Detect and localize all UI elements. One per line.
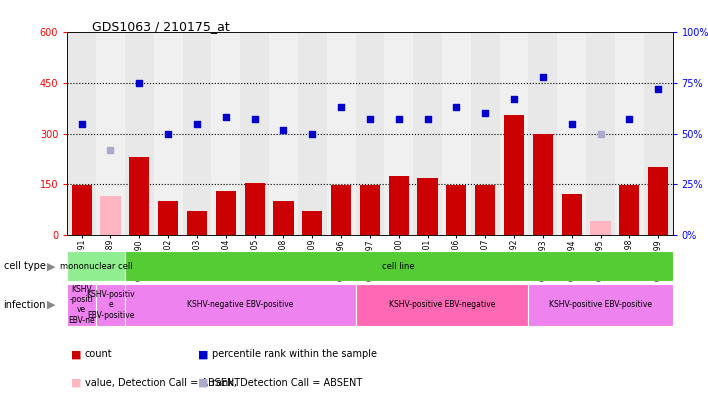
Bar [158, 201, 178, 235]
Point [653, 86, 664, 92]
Bar [269, 32, 298, 235]
Text: cell line: cell line [382, 262, 415, 271]
Point [364, 116, 375, 123]
Text: GDS1063 / 210175_at: GDS1063 / 210175_at [92, 20, 230, 33]
Bar [528, 32, 557, 235]
Bar [67, 32, 96, 235]
Bar [244, 183, 265, 235]
Bar [96, 284, 125, 326]
Bar [413, 32, 442, 235]
Bar [557, 32, 586, 235]
Text: KSHV-positive EBV-positive: KSHV-positive EBV-positive [549, 300, 652, 309]
Bar [561, 194, 582, 235]
Text: percentile rank within the sample: percentile rank within the sample [212, 350, 377, 359]
Bar [504, 115, 524, 235]
Bar [620, 185, 639, 235]
Point [163, 130, 174, 137]
Bar [475, 185, 496, 235]
Bar [360, 185, 380, 235]
Text: ■: ■ [198, 378, 209, 388]
Bar [125, 284, 355, 326]
Bar [446, 185, 467, 235]
Point [307, 130, 318, 137]
Text: ■: ■ [71, 378, 81, 388]
Bar [644, 32, 673, 235]
Bar [67, 251, 125, 281]
Bar [216, 191, 236, 235]
Text: KSHV-positiv
e
EBV-positive: KSHV-positiv e EBV-positive [86, 290, 135, 320]
Point [422, 116, 433, 123]
Bar [96, 32, 125, 235]
Text: KSHV-negative EBV-positive: KSHV-negative EBV-positive [187, 300, 293, 309]
Bar [154, 32, 183, 235]
Bar [648, 167, 668, 235]
Bar [302, 211, 322, 235]
Bar [331, 185, 351, 235]
Bar [298, 32, 326, 235]
Text: ■: ■ [198, 350, 209, 359]
Point [537, 74, 549, 80]
Bar [442, 32, 471, 235]
Point [624, 116, 635, 123]
Bar [326, 32, 355, 235]
Point [249, 116, 261, 123]
Bar [586, 32, 615, 235]
Bar [471, 32, 500, 235]
Text: infection: infection [4, 300, 46, 309]
Bar [273, 201, 294, 235]
Bar [212, 32, 240, 235]
Bar [72, 185, 92, 235]
Bar [355, 32, 384, 235]
Text: ▶: ▶ [47, 300, 55, 309]
Bar [125, 32, 154, 235]
Bar [101, 196, 120, 235]
Point [336, 104, 347, 111]
Bar [240, 32, 269, 235]
Point [595, 130, 606, 137]
Point [220, 114, 232, 121]
Text: KSHV-positive EBV-negative: KSHV-positive EBV-negative [389, 300, 495, 309]
Bar [500, 32, 528, 235]
Bar [615, 32, 644, 235]
Text: value, Detection Call = ABSENT: value, Detection Call = ABSENT [85, 378, 240, 388]
Text: count: count [85, 350, 113, 359]
Bar [418, 177, 438, 235]
Text: mononuclear cell: mononuclear cell [59, 262, 132, 271]
Bar [389, 176, 409, 235]
Point [451, 104, 462, 111]
Bar [528, 284, 673, 326]
Text: ▶: ▶ [47, 262, 55, 271]
Bar [183, 32, 212, 235]
Point [134, 80, 145, 86]
Bar [355, 284, 528, 326]
Point [479, 110, 491, 117]
Text: cell type: cell type [4, 262, 45, 271]
Point [76, 120, 87, 127]
Point [393, 116, 404, 123]
Point [566, 120, 578, 127]
Bar [384, 32, 413, 235]
Point [508, 96, 520, 102]
Point [105, 147, 116, 153]
Bar [67, 284, 96, 326]
Point [191, 120, 202, 127]
Bar [187, 211, 207, 235]
Bar [130, 157, 149, 235]
Text: KSHV
-positi
ve
EBV-ne: KSHV -positi ve EBV-ne [69, 285, 95, 325]
Bar [590, 222, 610, 235]
Text: ■: ■ [71, 350, 81, 359]
Point [278, 126, 289, 133]
Bar [533, 134, 553, 235]
Text: rank, Detection Call = ABSENT: rank, Detection Call = ABSENT [212, 378, 362, 388]
